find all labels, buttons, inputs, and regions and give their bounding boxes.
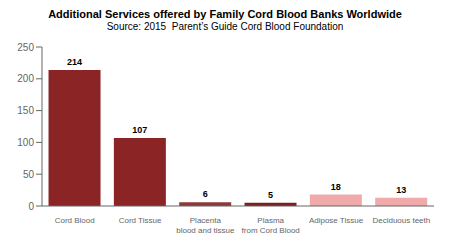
svg-text:100: 100 [17, 137, 34, 148]
svg-text:Cord Blood: Cord Blood [55, 216, 95, 225]
svg-text:5: 5 [268, 190, 273, 200]
html-text:Source: 2015 Parent’s Guide Co: Source: 2015 Parent’s Guide Cord Blood F… [106, 21, 344, 32]
svg-text:214: 214 [67, 57, 82, 67]
svg-text:150: 150 [17, 105, 34, 116]
svg-text:6: 6 [203, 189, 208, 199]
svg-text:13: 13 [396, 185, 406, 195]
svg-text:200: 200 [17, 73, 34, 84]
svg-text:107: 107 [132, 125, 147, 135]
svg-text:50: 50 [23, 169, 35, 180]
svg-text:250: 250 [17, 42, 34, 53]
svg-text:0: 0 [28, 201, 34, 212]
svg-text:Adipose Tissue: Adipose Tissue [309, 216, 364, 225]
html-text:Additional Services offered by: Additional Services offered by Family Co… [48, 8, 402, 20]
svg-text:Cord Tissue: Cord Tissue [119, 216, 162, 225]
svg-text:18: 18 [331, 182, 341, 192]
svg-text:Deciduous teeth: Deciduous teeth [372, 216, 430, 225]
svg-text:Plasmafrom Cord Blood: Plasmafrom Cord Blood [242, 216, 300, 235]
svg-text:Placentablood and tissue: Placentablood and tissue [176, 216, 235, 235]
